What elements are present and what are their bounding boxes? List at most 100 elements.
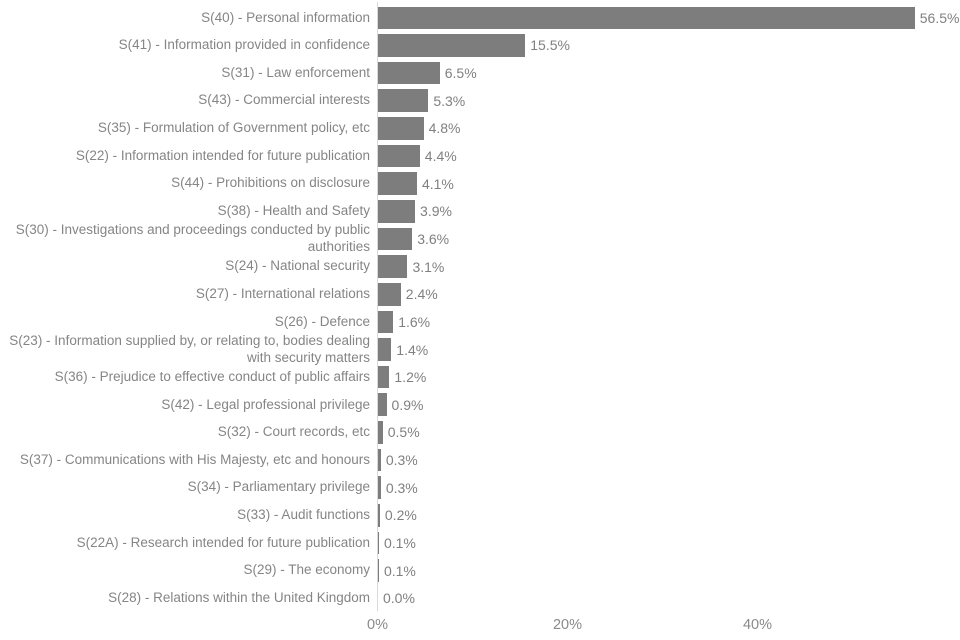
bar-area: 1.4% (370, 336, 960, 364)
chart-row: S(29) - The economy 0.1% (0, 557, 960, 585)
bar (378, 393, 387, 417)
category-label: S(44) - Prohibitions on disclosure (171, 175, 370, 191)
bar (378, 34, 526, 57)
value-label: 3.6% (417, 230, 450, 247)
value-label: 6.5% (444, 65, 477, 82)
bar-area: 5.3% (370, 87, 960, 115)
bar-area: 4.1% (370, 170, 960, 198)
category-label: S(30) - Investigations and proceedings c… (15, 222, 370, 254)
value-label: 3.9% (420, 203, 452, 220)
value-label: 4.8% (428, 120, 461, 137)
category-label: S(33) - Audit functions (237, 507, 370, 523)
chart-rows: S(40) - Personal information 56.5% S(41) -… (0, 4, 960, 612)
value-label: 1.2% (394, 369, 427, 386)
bar-area: 0.2% (370, 502, 960, 530)
chart-row: S(23) - Information supplied by, or rela… (0, 333, 960, 365)
bar (378, 310, 394, 334)
x-axis-tick-label: 20% (552, 617, 583, 633)
bar (378, 172, 417, 195)
category-label: S(41) - Information provided in confiden… (118, 37, 370, 53)
category-label: S(34) - Parliamentary privilege (187, 479, 370, 495)
bar-area: 3.6% (370, 225, 960, 253)
chart-row: S(35) - Formulation of Government policy… (0, 115, 960, 143)
value-label: 5.3% (433, 92, 466, 109)
value-label: 1.4% (396, 341, 429, 358)
bar-area: 1.6% (370, 308, 960, 336)
category-label: S(42) - Legal professional privilege (161, 396, 370, 412)
bar-area: 1.2% (370, 363, 960, 391)
bar-area: 0.5% (370, 419, 960, 447)
category-label: S(40) - Personal information (201, 9, 370, 25)
category-label: S(43) - Commercial interests (198, 92, 370, 108)
value-label: 0.5% (387, 424, 420, 441)
category-label: S(38) - Health and Safety (217, 203, 370, 219)
chart-row: S(26) - Defence 1.6% (0, 308, 960, 336)
bar-area: 0.1% (370, 529, 960, 557)
chart-row: S(24) - National security 3.1% (0, 253, 960, 281)
bar-area: 0.9% (370, 391, 960, 419)
chart-row: S(40) - Personal information 56.5% (0, 4, 960, 32)
bar (378, 476, 381, 499)
category-label: S(28) - Relations within the United King… (108, 590, 370, 606)
value-label: 0.3% (385, 479, 418, 496)
category-label: S(31) - Law enforcement (221, 64, 370, 80)
bar-area: 2.4% (370, 280, 960, 308)
value-label: 0.1% (383, 562, 416, 579)
value-label: 0.0% (383, 590, 415, 607)
category-label: S(27) - International relations (195, 285, 370, 301)
bar (378, 531, 379, 555)
chart-row: S(41) - Information provided in confiden… (0, 32, 960, 60)
category-label: S(37) - Communications with His Majesty,… (19, 451, 370, 467)
bar-area: 0.1% (370, 557, 960, 585)
value-label: 0.1% (383, 534, 416, 551)
bar (378, 448, 381, 472)
bar (378, 282, 401, 306)
category-label: S(24) - National security (225, 258, 370, 274)
bar-area: 56.5% (370, 4, 960, 32)
value-label: 0.2% (384, 507, 417, 524)
value-label: 4.1% (421, 175, 454, 192)
category-label: S(32) - Court records, etc (217, 424, 370, 440)
x-axis: 0% 20% 40% (0, 615, 960, 637)
bar-area: 6.5% (370, 59, 960, 87)
category-label: S(26) - Defence (274, 313, 370, 329)
bar (378, 61, 440, 85)
category-label: S(22) - Information intended for future … (75, 147, 370, 163)
bar (378, 365, 390, 389)
bar (378, 338, 392, 361)
bar (378, 421, 383, 444)
bar (378, 89, 429, 113)
x-axis-tick-label: 40% (742, 617, 773, 633)
chart-row: S(28) - Relations within the United King… (0, 584, 960, 612)
value-label: 4.4% (424, 148, 457, 165)
chart-row: S(33) - Audit functions 0.2% (0, 502, 960, 530)
bar-area: 0.3% (370, 474, 960, 502)
category-label: S(36) - Prejudice to effective conduct o… (54, 368, 370, 384)
chart-row: S(32) - Court records, etc 0.5% (0, 419, 960, 447)
bar (378, 255, 408, 278)
chart-row: S(31) - Law enforcement 6.5% (0, 59, 960, 87)
value-label: 2.4% (405, 286, 438, 303)
chart-row: S(30) - Investigations and proceedings c… (0, 222, 960, 254)
bar (378, 504, 380, 527)
chart-row: S(37) - Communications with His Majesty,… (0, 446, 960, 474)
bar (378, 227, 413, 251)
chart-row: S(36) - Prejudice to effective conduct o… (0, 363, 960, 391)
chart-row: S(27) - International relations 2.4% (0, 280, 960, 308)
value-label: 56.5% (919, 9, 960, 26)
chart-row: S(43) - Commercial interests 5.3% (0, 87, 960, 115)
chart-row: S(22A) - Research intended for future pu… (0, 529, 960, 557)
bar-area: 0.3% (370, 446, 960, 474)
bar (378, 6, 915, 30)
category-label: S(29) - The economy (243, 562, 370, 578)
chart-row: S(38) - Health and Safety 3.9% (0, 197, 960, 225)
bar-area: 3.1% (370, 253, 960, 281)
bar-area: 4.4% (370, 142, 960, 170)
bar-area: 0.0% (370, 584, 960, 612)
category-label: S(35) - Formulation of Government policy… (97, 120, 370, 136)
x-axis-tick-label: 0% (367, 617, 388, 633)
bar (378, 559, 379, 582)
chart-row: S(22) - Information intended for future … (0, 142, 960, 170)
value-label: 0.3% (385, 452, 418, 469)
bar-area: 3.9% (370, 197, 960, 225)
